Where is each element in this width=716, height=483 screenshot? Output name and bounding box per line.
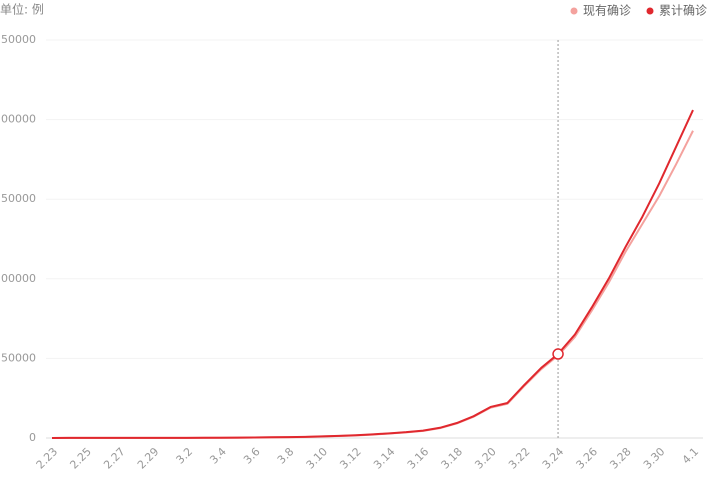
x-tick-label: 2.23 [34, 445, 61, 472]
x-tick-label: 3.24 [540, 445, 567, 472]
unit-label: 单位: 例 [0, 2, 44, 17]
legend-label: 现有确诊 [583, 4, 631, 18]
x-tick-label: 3.12 [337, 445, 364, 472]
x-tick-label: 3.26 [574, 445, 601, 472]
series-line [51, 130, 694, 439]
x-tick-label: 2.25 [67, 445, 94, 472]
x-tick-label: 3.6 [241, 445, 263, 467]
hover-point [552, 348, 564, 360]
x-tick-label: 3.16 [405, 445, 432, 472]
x-tick-label: 3.30 [641, 445, 668, 472]
x-tick-label: 3.22 [506, 445, 533, 472]
x-tick-label: 3.8 [275, 445, 297, 467]
x-tick-label: 3.18 [439, 445, 466, 472]
y-tick-label: 150000 [0, 192, 36, 205]
y-tick-label: 100000 [0, 272, 36, 285]
x-tick-label: 2.27 [101, 445, 128, 472]
x-tick-label: 4.1 [680, 445, 702, 467]
legend-marker [570, 7, 578, 15]
x-tick-label: 3.2 [174, 445, 196, 467]
y-tick-label: 0 [29, 431, 36, 444]
y-tick-label: 200000 [0, 113, 36, 126]
legend-marker [646, 7, 654, 15]
y-tick-label: 250000 [0, 33, 36, 46]
x-tick-label: 3.10 [304, 445, 331, 472]
legend-label: 累计确诊 [659, 4, 707, 18]
x-tick-label: 2.29 [135, 445, 162, 472]
y-tick-label: 50000 [1, 351, 36, 364]
x-tick-label: 3.14 [371, 445, 398, 472]
x-tick-label: 3.20 [472, 445, 499, 472]
x-tick-label: 3.28 [607, 445, 634, 472]
series-line [51, 109, 694, 439]
x-tick-label: 3.4 [207, 445, 229, 467]
